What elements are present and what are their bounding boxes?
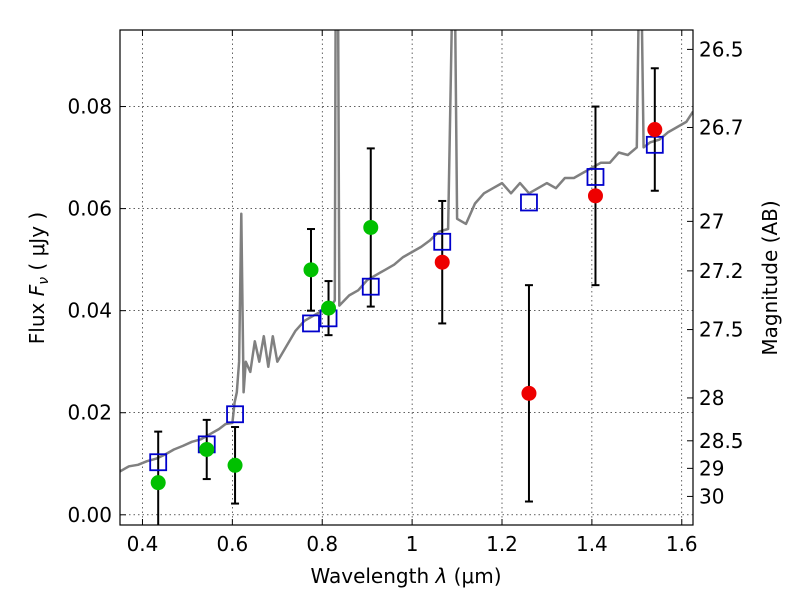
data-point (321, 300, 337, 316)
right-tick-label: 28.5 (699, 429, 744, 453)
right-tick-label: 27.2 (699, 259, 744, 283)
model-square (520, 193, 538, 212)
right-tick-label: 28 (699, 386, 724, 410)
data-point (227, 457, 243, 473)
x-axis-label: Wavelength λ (μm) (310, 564, 501, 588)
data-point (647, 122, 663, 138)
right-axis-label: Magnitude (AB) (758, 200, 782, 355)
y-tick-label: 0.00 (67, 503, 112, 527)
y-tick-label: 0.06 (67, 197, 112, 221)
right-tick-label: 27.5 (699, 318, 744, 342)
x-tick-label: 1 (406, 532, 419, 556)
right-tick-label: 29 (699, 456, 724, 480)
right-tick-label: 26.5 (699, 37, 744, 61)
x-tick-label: 0.4 (127, 532, 159, 556)
model-square (586, 168, 605, 186)
y-tick-label: 0.04 (67, 299, 112, 323)
model-square (226, 405, 244, 424)
y-tick-label: 0.02 (67, 401, 112, 425)
spectrum-line (120, 30, 693, 473)
right-tick-label: 30 (699, 484, 724, 508)
data-point (150, 475, 166, 491)
data-point (363, 219, 379, 235)
right-tick-label: 26.7 (699, 115, 744, 139)
axes: 0.4 0.6 0.8 1 1.2 1.4 1.6 0.00 0.02 0.04 0.06 0.08 2… (67, 30, 744, 556)
data-point (199, 441, 215, 457)
y-axis-label: Flux Fν ( μJy ) (25, 212, 52, 344)
plot-area (120, 30, 693, 525)
model-square (361, 277, 380, 296)
data-point (434, 254, 450, 270)
right-tick-label: 27 (699, 209, 724, 233)
model-square (149, 453, 168, 472)
data-point (521, 385, 537, 401)
data-point (587, 188, 603, 204)
x-tick-label: 1.4 (576, 532, 608, 556)
data-point (303, 262, 319, 278)
x-tick-label: 0.6 (216, 532, 248, 556)
x-tick-label: 0.8 (306, 532, 338, 556)
model-square (302, 314, 320, 333)
model-square (433, 232, 452, 251)
plot-frame (119, 29, 694, 526)
x-tick-label: 1.6 (666, 532, 698, 556)
x-tick-label: 1.2 (486, 532, 518, 556)
grid (120, 30, 693, 525)
y-tick-label: 0.08 (67, 95, 112, 119)
